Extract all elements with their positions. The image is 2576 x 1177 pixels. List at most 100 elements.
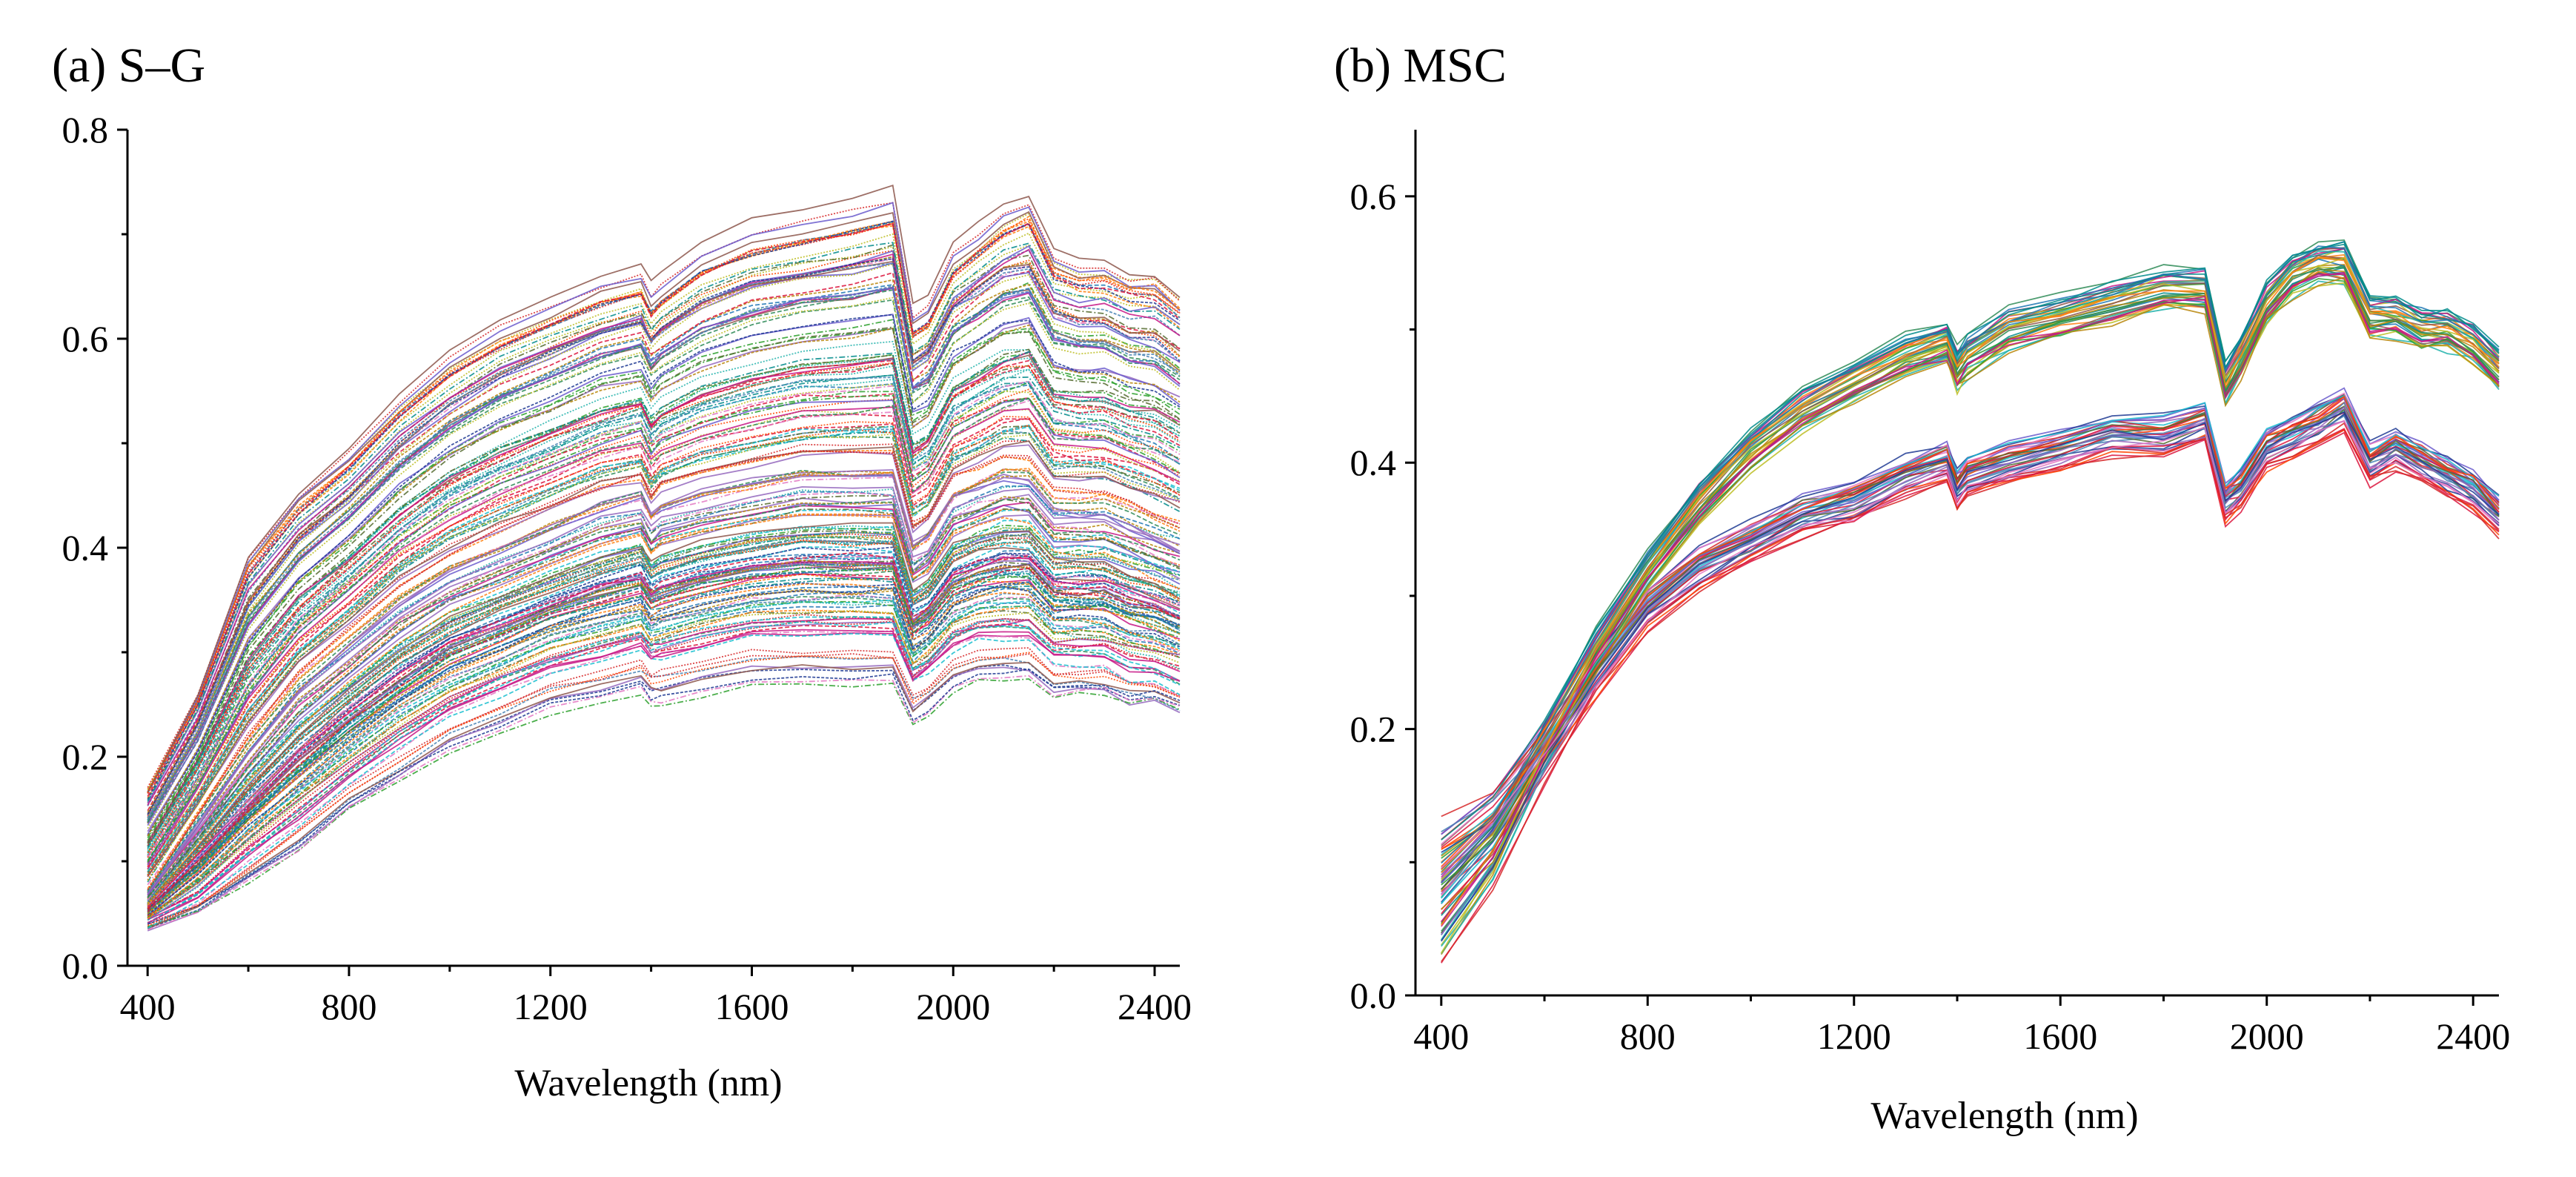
x-tick-label: 2400 xyxy=(2436,1015,2510,1057)
sg-spectrum-line xyxy=(147,617,1181,919)
sg-spectrum-line xyxy=(147,566,1181,912)
axes: 400 800 1200 1600 2000 2400 0.0 0.2 0.4 0.6 xyxy=(1350,130,2510,1057)
sg-spectrum-line xyxy=(147,433,1181,881)
sg-spectrum-line xyxy=(147,588,1181,909)
sg-spectrum-line xyxy=(147,244,1181,815)
sg-spectrum-line xyxy=(147,630,1181,926)
sg-spectrum-line xyxy=(147,468,1181,893)
sg-spectrum-line xyxy=(147,218,1181,794)
chart-title: (a) S–G xyxy=(52,39,205,93)
sg-spectrum-line xyxy=(147,299,1181,820)
msc-spectrum-line xyxy=(1441,394,2500,818)
sg-spectrum-line xyxy=(147,581,1181,914)
sg-spectrum-line xyxy=(147,653,1181,929)
msc-spectrum-line xyxy=(1441,266,2500,916)
chart-panel-sg: (a) S–G 400 800 1200 1600 2000 2400 0.0 0.2 0.4 0… xyxy=(0,0,1260,1177)
sg-spectrum-line xyxy=(147,573,1181,915)
sg-spectrum-line xyxy=(147,368,1181,852)
sg-spectrum-line xyxy=(147,531,1181,905)
sg-spectrum-line xyxy=(147,394,1181,863)
x-tick-label: 1200 xyxy=(514,986,588,1027)
sg-spectrum-line xyxy=(147,326,1181,844)
msc-spectrum-line xyxy=(1441,240,2500,883)
sg-spectrum-line xyxy=(147,661,1181,929)
msc-spectrum-line xyxy=(1441,422,2500,963)
chart-panel-msc: (b) MSC 400 800 1200 1600 2000 2400 0.0 0.2 0.4 0… xyxy=(1275,0,2576,1177)
x-axis-label: Wavelength (nm) xyxy=(514,1062,782,1104)
sg-spectrum-line xyxy=(147,374,1181,863)
x-tick-label: 400 xyxy=(1413,1015,1469,1057)
msc-spectrum-line xyxy=(1441,256,2500,926)
sg-spectrum-line xyxy=(147,485,1181,894)
sg-spectrum-line xyxy=(147,582,1181,916)
sg-spectrum-line xyxy=(147,474,1181,895)
sg-spectrum-line xyxy=(147,592,1181,915)
sg-spectrum-line xyxy=(147,222,1181,797)
sg-spectrum-line xyxy=(147,494,1181,896)
sg-spectrum-line xyxy=(147,522,1181,904)
msc-spectrum-line xyxy=(1441,413,2500,853)
sg-spectrum-line xyxy=(147,566,1181,910)
sg-spectrum-line xyxy=(147,527,1181,904)
sg-spectrum-line xyxy=(147,232,1181,799)
msc-spectrum-line xyxy=(1441,265,2500,883)
sg-spectrum-line xyxy=(147,496,1181,900)
x-tick-label: 800 xyxy=(1620,1015,1676,1057)
sg-spectrum-line xyxy=(147,560,1181,912)
msc-spectrum-line xyxy=(1441,239,2500,898)
x-tick-label: 1600 xyxy=(714,986,789,1027)
sg-spectrum-line xyxy=(147,539,1181,909)
sg-spectrum-line xyxy=(147,485,1181,892)
sg-spectrum-line xyxy=(147,354,1181,846)
sg-spectrum-line xyxy=(147,383,1181,863)
sg-spectrum-line xyxy=(147,210,1181,792)
sg-spectrum-line xyxy=(147,425,1181,873)
sg-spectrum-line xyxy=(147,351,1181,843)
sg-spectrum-line xyxy=(147,573,1181,918)
x-tick-label: 1200 xyxy=(1817,1015,1891,1057)
sg-spectrum-line xyxy=(147,678,1181,928)
sg-spectrum-line xyxy=(147,202,1181,788)
sg-spectrum-line xyxy=(147,520,1181,901)
sg-spectrum-line xyxy=(147,559,1181,915)
x-axis-label: Wavelength (nm) xyxy=(1870,1095,2138,1137)
sg-chart-svg: (a) S–G 400 800 1200 1600 2000 2400 0.0 0.2 0.4 0… xyxy=(52,39,1192,1104)
sg-spectrum-line xyxy=(147,380,1181,857)
sg-spectrum-line xyxy=(147,469,1181,891)
sg-spectrum-line xyxy=(147,563,1181,912)
sg-spectrum-line xyxy=(147,398,1181,866)
sg-spectrum-line xyxy=(147,377,1181,863)
y-tick-label: 0.6 xyxy=(62,318,109,359)
msc-spectrum-line xyxy=(1441,272,2500,882)
sg-spectrum-line xyxy=(147,287,1181,820)
sg-spectrum-line xyxy=(147,432,1181,875)
y-tick-label: 0.6 xyxy=(1350,176,1397,217)
msc-spectrum-line xyxy=(1441,420,2500,869)
msc-spectrum-line xyxy=(1441,247,2500,846)
sg-spectrum-line xyxy=(147,362,1181,857)
sg-spectrum-line xyxy=(147,583,1181,919)
sg-spectrum-line xyxy=(147,528,1181,898)
sg-spectrum-line xyxy=(147,614,1181,919)
sg-spectrum-line xyxy=(147,296,1181,829)
sg-spectrum-line xyxy=(147,533,1181,904)
sg-spectrum-line xyxy=(147,508,1181,901)
msc-spectrum-line xyxy=(1441,245,2500,864)
sg-spectrum-line xyxy=(147,450,1181,891)
msc-spectrum-line xyxy=(1441,280,2500,947)
x-tick-label: 2000 xyxy=(916,986,990,1027)
sg-spectrum-line xyxy=(147,656,1181,928)
axes: 400 800 1200 1600 2000 2400 0.0 0.2 0.4 0.6 0.8 xyxy=(62,109,1192,1027)
sg-spectrum-line xyxy=(147,362,1181,853)
sg-spectrum-line xyxy=(147,495,1181,901)
spectra-lines xyxy=(1441,239,2500,964)
sg-spectrum-line xyxy=(147,256,1181,813)
x-tick-label: 2000 xyxy=(2230,1015,2304,1057)
msc-spectrum-line xyxy=(1441,387,2500,835)
sg-spectrum-line xyxy=(147,449,1181,894)
y-tick-label: 0.2 xyxy=(1350,709,1397,750)
sg-spectrum-line xyxy=(147,424,1181,876)
sg-spectrum-line xyxy=(147,414,1181,873)
sg-spectrum-line xyxy=(147,314,1181,836)
msc-spectrum-line xyxy=(1441,278,2500,886)
